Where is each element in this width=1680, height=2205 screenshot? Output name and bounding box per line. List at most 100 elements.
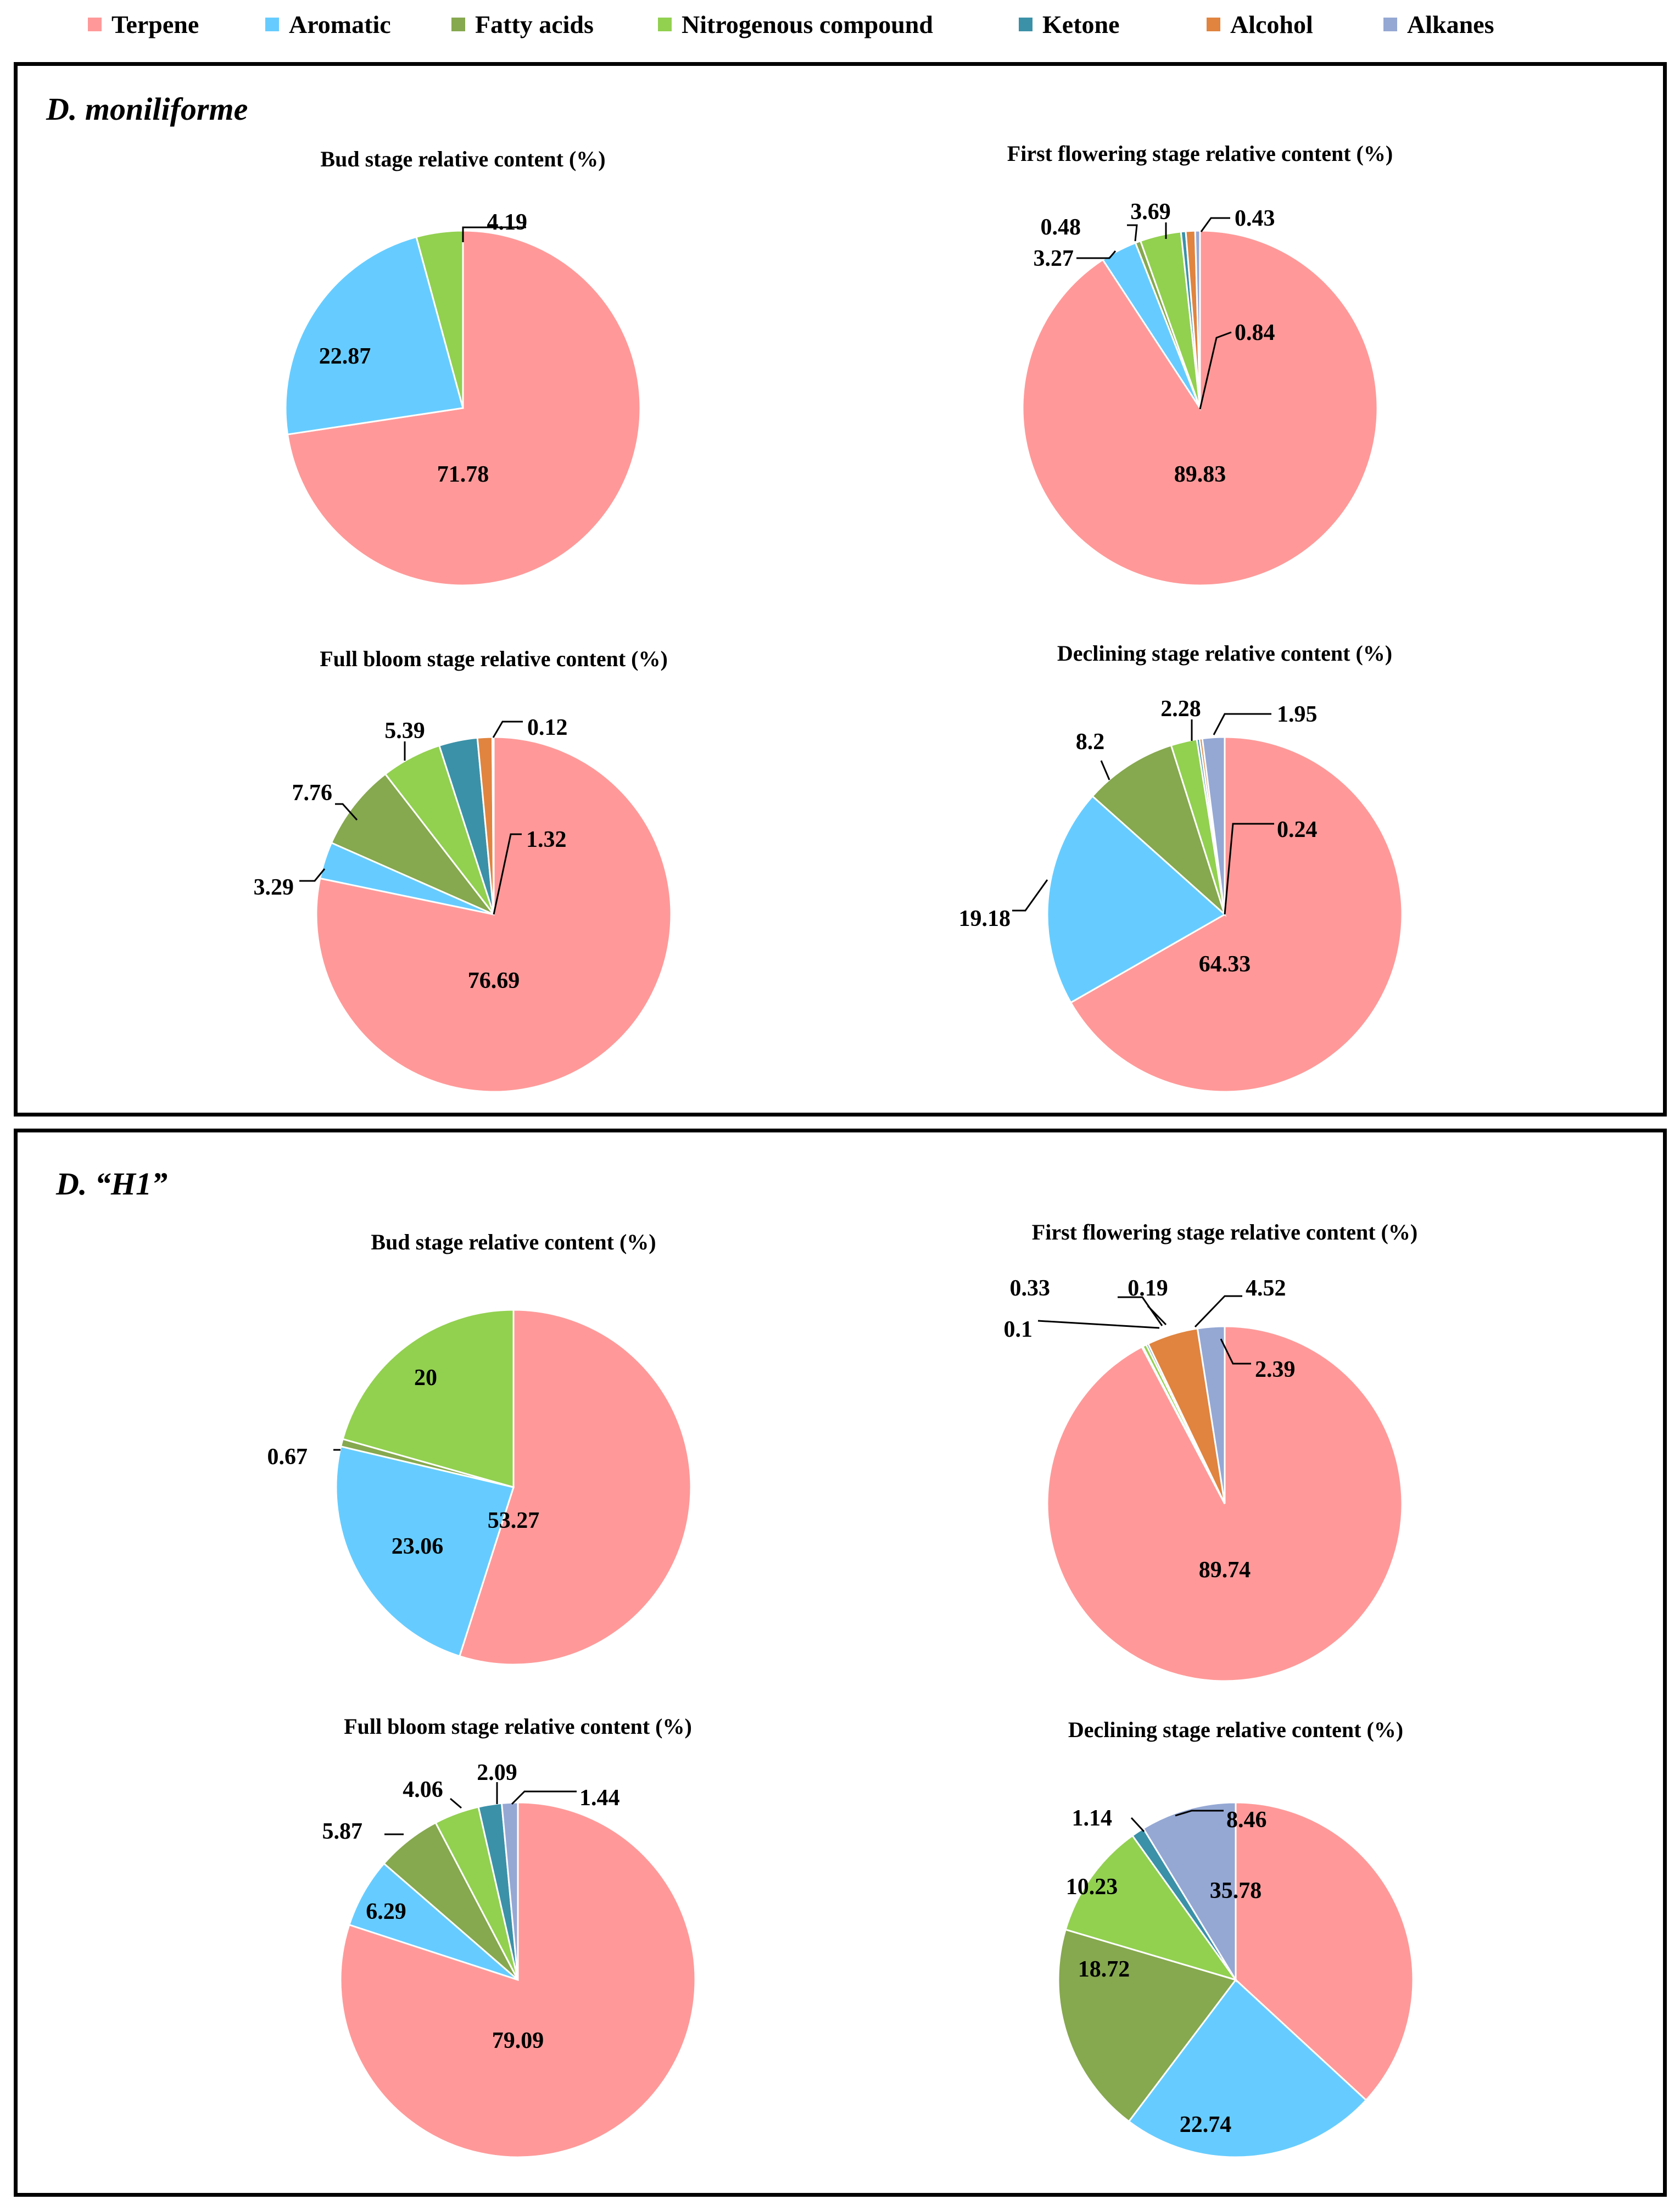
legend-item-ketone: Ketone [1019,8,1120,41]
pie-slice-terpene [1235,1801,1414,2102]
pie-chart-1: Bud stage relative content (%) 71.78 22.87… [284,147,641,587]
data-label: 0.1 [1004,1317,1033,1342]
data-label: 3.27 [1034,246,1074,271]
data-label: 1.95 [1277,702,1318,727]
data-label: 22.87 [319,344,371,369]
chart-title: Bud stage relative content (%) [320,147,605,171]
legend-swatch [265,17,279,31]
data-label: 5.39 [384,718,425,744]
legend-label: Aromatic [289,10,391,38]
panel-d-h1: D. “H1” [14,1129,1667,2197]
data-label: 4.06 [403,1777,443,1802]
data-label: 76.69 [468,968,520,993]
pie-slice-alkanes [1194,230,1201,409]
leader-line [1127,224,1138,242]
data-label: 0.19 [1128,1276,1168,1301]
pie-slice-aromatic [284,236,464,436]
data-label: 89.83 [1174,462,1226,487]
pie-chart-5: Bud stage relative content (%) 53.27 23.06… [267,1230,692,1666]
data-label: 19.18 [959,906,1011,931]
pie-slice-fatty-acids [330,773,495,916]
data-label: 0.24 [1277,817,1318,842]
pie-slice-fatty-acids [1057,1928,1237,2123]
legend-item-alcohol: Alcohol [1207,8,1313,41]
legend-label: Ketone [1042,10,1120,38]
data-label: 5.87 [322,1819,363,1844]
leader-line [1012,879,1048,912]
leader-line [1224,823,1274,915]
pie-chart-8: Declining stage relative content (%) 35.7… [1057,1717,1414,2158]
data-label: 4.52 [1246,1276,1286,1301]
data-label: 1.14 [1072,1806,1113,1831]
pie-slice-terpene [1069,736,1403,1093]
leader-line [1037,1320,1160,1329]
data-label: 89.74 [1199,1558,1251,1583]
leader-line [1100,760,1110,780]
pie-slice-aromatic [1128,1978,1368,2158]
chart-title: First flowering stage relative content (… [1032,1220,1417,1244]
data-label: 79.09 [492,2028,544,2053]
data-label: 53.27 [488,1508,540,1533]
leader-line [462,226,526,242]
chart-title: Full bloom stage relative content (%) [344,1714,692,1739]
data-label: 22.74 [1180,2112,1232,2137]
legend-swatch [658,17,672,31]
leader-line [1220,1338,1251,1365]
data-label: 2.39 [1255,1357,1296,1382]
data-label: 6.29 [366,1899,406,1924]
panel-title: D. moniliforme [46,91,248,127]
legend-swatch [88,17,102,31]
legend-item-fatty-acids: Fatty acids [451,8,594,41]
data-label: 8.46 [1226,1807,1267,1833]
pie-chart-6: First flowering stage relative content (… [1004,1220,1417,1682]
leader-line [1076,250,1117,259]
leader-line [450,1798,462,1809]
data-label: 0.43 [1235,206,1275,231]
leader-line [1118,1296,1163,1326]
legend-label: Fatty acids [475,10,594,38]
legend-swatch [1019,17,1032,31]
pie-slice-terpene [286,230,641,587]
leader-line [511,1790,577,1805]
legend-swatch [451,17,465,31]
leader-line [1175,1810,1224,1817]
pie-chart-2: First flowering stage relative content (… [1007,141,1393,587]
data-label: 3.29 [254,875,294,900]
pie-slice-nitrogenous-compound [342,1309,515,1488]
data-label: 18.72 [1078,1957,1130,1982]
legend-label: Terpene [111,10,199,38]
legend-label: Alcohol [1230,10,1313,38]
leader-line [1194,1295,1242,1328]
legend-item-terpene: Terpene [88,8,199,41]
data-label: 3.69 [1130,199,1171,225]
chart-title: Declining stage relative content (%) [1068,1717,1403,1742]
data-label: 1.32 [526,827,567,852]
legend-swatch [1383,17,1397,31]
data-label: 2.09 [477,1760,517,1785]
data-label: 71.78 [437,462,489,487]
data-label: 35.78 [1210,1878,1262,1903]
data-label: 10.23 [1066,1874,1118,1900]
legend-item-aromatic: Aromatic [265,8,391,41]
data-label: 7.76 [292,780,333,806]
pie-slice-terpene [458,1309,692,1666]
data-label: 0.67 [267,1444,308,1470]
chart-title: Full bloom stage relative content (%) [320,646,668,671]
pie-slice-aromatic [1046,795,1226,1004]
leader-line [1199,331,1232,410]
leader-line [299,868,326,882]
leader-line [1200,217,1230,232]
data-label: 0.84 [1235,320,1275,345]
data-label: 4.19 [487,210,528,235]
leader-line [335,803,358,821]
pie-chart-4: Declining stage relative content (%) 64.3… [959,641,1403,1093]
pie-slice-alkanes [1196,1325,1226,1504]
panel-title: D. “H1” [56,1166,168,1202]
leader-line [1147,1305,1167,1326]
data-label: 20 [414,1365,437,1391]
pie-slice-fatty-acids [383,1821,519,1981]
pie-slice-fatty-acids [1091,744,1227,917]
data-label: 64.33 [1199,952,1251,977]
leader-line [493,833,522,915]
